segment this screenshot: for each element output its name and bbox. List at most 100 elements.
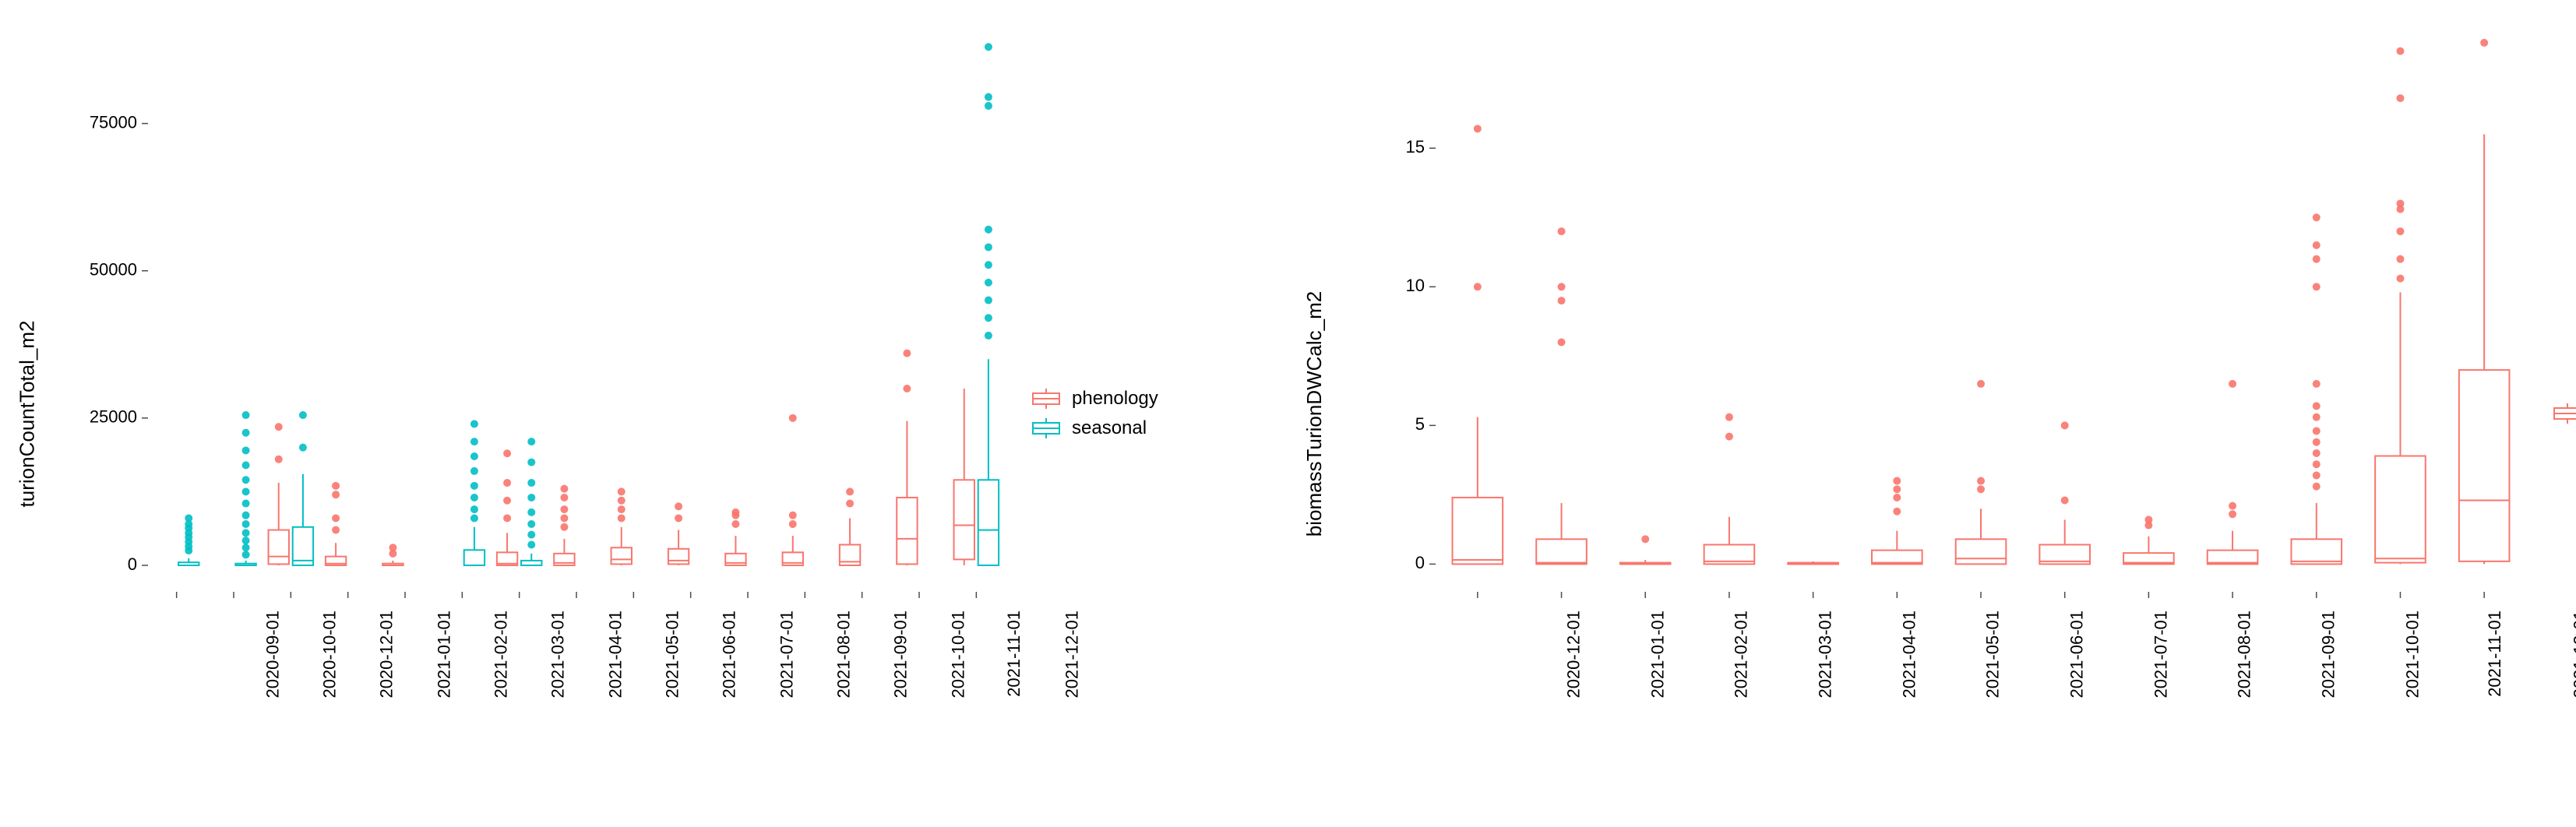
outlier-point (2396, 48, 2404, 55)
outlier-point (527, 520, 535, 528)
outlier-point (470, 505, 478, 513)
outlier-point (527, 531, 535, 539)
x-axis-labels-right: 2020-12-012021-01-012021-02-012021-03-01… (1342, 600, 2534, 802)
legend-item-phenology: phenology (2550, 402, 2576, 425)
outlier-point (470, 514, 478, 522)
outlier-point (618, 487, 625, 495)
outlier-point (242, 429, 250, 437)
plot-wrap-left: 0250005000075000 2020-09-012020-10-01202… (55, 0, 1013, 827)
outlier-point (2313, 438, 2321, 446)
outlier-point (2313, 255, 2321, 263)
plot-wrap-right: 051015 2020-12-012021-01-012021-02-01202… (1342, 0, 2534, 827)
outlier-point (2396, 94, 2404, 102)
boxplot-left: 0250005000075000 (55, 0, 1013, 600)
outlier-point (503, 514, 511, 522)
box (293, 527, 313, 565)
outlier-point (2313, 380, 2321, 388)
outlier-point (2061, 421, 2069, 429)
outlier-point (731, 520, 739, 528)
outlier-point (527, 479, 535, 487)
outlier-point (470, 494, 478, 501)
outlier-point (903, 385, 911, 392)
outlier-point (560, 514, 568, 522)
outlier-point (2313, 283, 2321, 290)
outlier-point (618, 505, 625, 513)
outlier-point (503, 497, 511, 505)
outlier-point (1558, 339, 1566, 347)
outlier-point (332, 482, 340, 490)
outlier-point (2396, 255, 2404, 263)
outlier-point (527, 459, 535, 466)
outlier-point (903, 350, 911, 357)
outlier-point (242, 411, 250, 419)
outlier-point (2313, 402, 2321, 410)
x-tick-label: 2021-09-01 (891, 611, 911, 699)
outlier-point (985, 93, 992, 101)
outlier-point (1474, 283, 1482, 290)
legend-left: phenology seasonal (1013, 0, 1158, 827)
outlier-point (242, 487, 250, 495)
x-axis-labels-left: 2020-09-012020-10-012020-12-012021-01-01… (55, 600, 1013, 802)
box (978, 480, 999, 565)
box (611, 547, 632, 564)
outlier-point (1893, 485, 1901, 493)
x-tick-label: 2021-03-01 (1815, 611, 1835, 699)
y-tick-label: 75000 (90, 112, 137, 132)
outlier-point (299, 444, 307, 452)
outlier-point (2144, 516, 2152, 523)
outlier-point (503, 479, 511, 487)
outlier-point (1641, 535, 1649, 543)
outlier-point (2061, 496, 2069, 504)
y-tick-label: 10 (1406, 276, 1425, 295)
outlier-point (560, 505, 568, 513)
box (269, 530, 289, 565)
y-tick-label: 0 (1415, 553, 1425, 572)
legend-label-seasonal: seasonal (1072, 417, 1147, 439)
x-tick-label: 2021-06-01 (2067, 611, 2088, 699)
outlier-point (332, 514, 340, 522)
outlier-point (275, 423, 283, 431)
panel-right: biomassTurionDWCalc_m2 0 5 10 15 2020-12-01… (1288, 0, 2576, 827)
y-tick-label: 5 (1415, 414, 1425, 434)
outlier-point (1558, 283, 1566, 290)
x-tick-label: 2021-08-01 (834, 611, 855, 699)
outlier-point (985, 279, 992, 287)
outlier-point (985, 297, 992, 304)
x-tick-label: 2020-12-01 (1563, 611, 1584, 699)
outlier-point (242, 544, 250, 551)
legend-key-seasonal (1028, 417, 1064, 440)
y-axis-label-left: turionCountTotal_m2 (16, 320, 40, 507)
x-tick-label: 2021-12-01 (1062, 611, 1083, 699)
outlier-point (242, 551, 250, 558)
y-axis-label-right: biomassTurionDWCalc_m2 (1303, 290, 1327, 536)
outlier-point (2313, 460, 2321, 468)
outlier-point (789, 512, 797, 519)
x-tick-label: 2020-12-01 (377, 611, 397, 699)
x-tick-label: 2021-02-01 (1732, 611, 1752, 699)
outlier-point (2396, 199, 2404, 207)
outlier-point (985, 243, 992, 251)
outlier-point (675, 502, 682, 510)
outlier-point (1558, 297, 1566, 304)
outlier-point (389, 544, 396, 551)
x-tick-label: 2021-04-01 (605, 611, 625, 699)
outlier-point (1725, 433, 1733, 441)
outlier-point (527, 438, 535, 445)
legend-label-phenology: phenology (1072, 388, 1158, 410)
outlier-point (560, 523, 568, 531)
outlier-point (985, 261, 992, 269)
outlier-point (242, 520, 250, 528)
panel-left: turionCountTotal_m2 0250005000075000 202… (0, 0, 1288, 827)
outlier-point (1893, 477, 1901, 485)
outlier-point (1977, 380, 1985, 388)
legend-key-phenology (1028, 387, 1064, 410)
legend-item-phenology: phenology (1028, 387, 1158, 410)
x-tick-label: 2020-10-01 (320, 611, 340, 699)
outlier-point (242, 512, 250, 519)
outlier-point (242, 476, 250, 484)
outlier-point (527, 509, 535, 516)
outlier-point (846, 500, 854, 508)
y-tick-label: 15 (1406, 137, 1425, 157)
outlier-point (1558, 227, 1566, 235)
y-tick-label: 0 (128, 554, 137, 574)
